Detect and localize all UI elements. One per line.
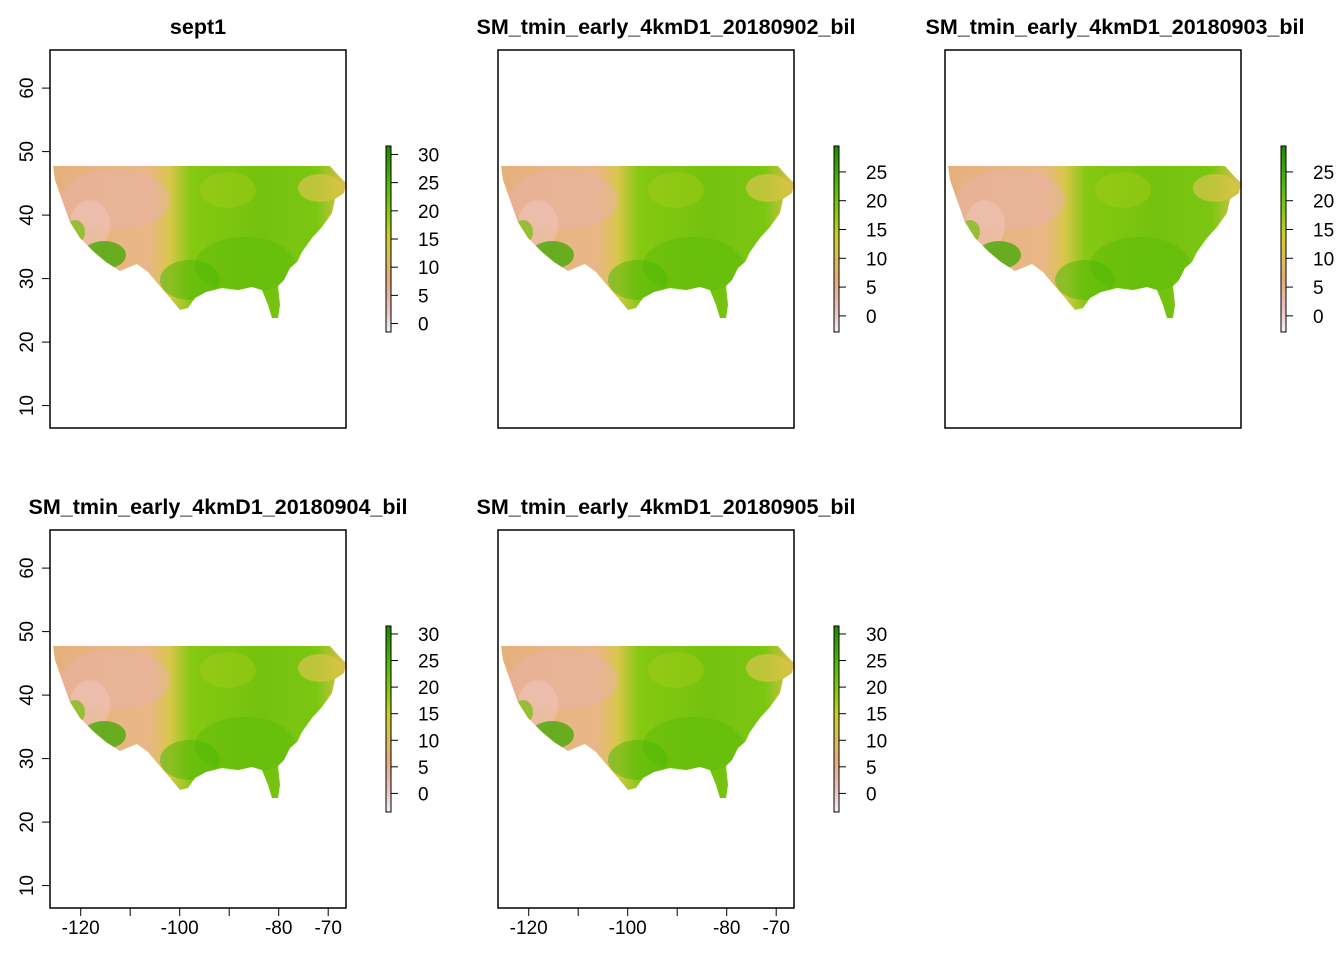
legend-tick-label: 25 bbox=[418, 652, 439, 673]
legend-tick-label: 30 bbox=[418, 625, 439, 646]
plot-frame bbox=[49, 529, 347, 909]
temperature-raster bbox=[501, 646, 794, 798]
legend-tick-label: 15 bbox=[418, 705, 439, 726]
temperature-raster bbox=[501, 166, 794, 318]
map-panel-p5: SM_tmin_early_4kmD1_20180905_bil 30 25 20 15… bbox=[477, 495, 888, 939]
x-tick-label: -100 bbox=[161, 918, 199, 939]
y-tick-label: 40 bbox=[17, 685, 38, 706]
legend-tick-label: 30 bbox=[418, 145, 439, 166]
legend-tick-label: 0 bbox=[866, 784, 877, 805]
legend-tick-label: 5 bbox=[1313, 278, 1324, 299]
y-tick-label: 20 bbox=[17, 332, 38, 353]
temperature-raster bbox=[53, 166, 346, 318]
panel-title: sept1 bbox=[170, 15, 226, 39]
legend-tick-label: 10 bbox=[418, 731, 439, 752]
legend-tick-label: 5 bbox=[866, 758, 877, 779]
temperature-raster bbox=[948, 166, 1241, 318]
legend-tick-label: 10 bbox=[866, 249, 887, 270]
legend-tick-label: 15 bbox=[866, 220, 887, 241]
plot-frame bbox=[497, 49, 795, 429]
legend-tick-label: 25 bbox=[1313, 163, 1334, 184]
legend-tick-label: 0 bbox=[866, 307, 877, 328]
legend-tick-label: 20 bbox=[1313, 192, 1334, 213]
legend-tick-label: 20 bbox=[418, 678, 439, 699]
legend-tick-label: 20 bbox=[866, 678, 887, 699]
x-tick-label: -120 bbox=[510, 918, 548, 939]
y-tick-label: 50 bbox=[17, 621, 38, 642]
legend-tick-label: 15 bbox=[866, 705, 887, 726]
legend-tick-label: 5 bbox=[418, 286, 429, 307]
legend-tick-label: 20 bbox=[418, 202, 439, 223]
legend-colorbar bbox=[1280, 145, 1287, 333]
legend-tick-label: 10 bbox=[866, 731, 887, 752]
x-tick-label: -80 bbox=[713, 918, 740, 939]
legend-colorbar bbox=[385, 145, 392, 333]
map-panel-p2: SM_tmin_early_4kmD1_20180902_bil 25 20 15 10… bbox=[477, 15, 887, 429]
legend-tick-label: 0 bbox=[418, 784, 429, 805]
plot-frame bbox=[497, 529, 795, 909]
x-tick-label: -70 bbox=[762, 918, 789, 939]
legend-tick-label: 15 bbox=[418, 230, 439, 251]
panel-title: SM_tmin_early_4kmD1_20180902_bil bbox=[477, 15, 856, 39]
legend-tick-label: 25 bbox=[418, 174, 439, 195]
map-panel-p3: SM_tmin_early_4kmD1_20180903_bil 25 20 15 10… bbox=[926, 15, 1334, 429]
y-tick-label: 20 bbox=[17, 812, 38, 833]
legend-colorbar bbox=[385, 625, 392, 813]
legend-tick-label: 25 bbox=[866, 652, 887, 673]
plot-frame bbox=[49, 49, 347, 429]
x-tick-label: -100 bbox=[609, 918, 647, 939]
plot-frame bbox=[944, 49, 1242, 429]
legend-tick-label: 10 bbox=[1313, 249, 1334, 270]
temperature-raster bbox=[53, 646, 346, 798]
x-tick-label: -70 bbox=[314, 918, 341, 939]
panel-title: SM_tmin_early_4kmD1_20180905_bil bbox=[477, 495, 856, 519]
legend-tick-label: 0 bbox=[418, 315, 429, 336]
panel-title: SM_tmin_early_4kmD1_20180903_bil bbox=[926, 15, 1305, 39]
x-tick-label: -80 bbox=[265, 918, 292, 939]
y-tick-label: 60 bbox=[17, 558, 38, 579]
legend-tick-label: 30 bbox=[866, 625, 887, 646]
y-tick-label: 50 bbox=[17, 141, 38, 162]
legend-colorbar bbox=[833, 625, 840, 813]
y-tick-label: 30 bbox=[17, 268, 38, 289]
legend-tick-label: 10 bbox=[418, 258, 439, 279]
legend-tick-label: 20 bbox=[866, 192, 887, 213]
y-tick-label: 30 bbox=[17, 748, 38, 769]
y-tick-label: 60 bbox=[17, 78, 38, 99]
legend-tick-label: 15 bbox=[1313, 220, 1334, 241]
legend-tick-label: 5 bbox=[418, 758, 429, 779]
legend-colorbar bbox=[833, 145, 840, 333]
legend-tick-label: 5 bbox=[866, 278, 877, 299]
y-tick-label: 40 bbox=[17, 205, 38, 226]
x-tick-label: -120 bbox=[62, 918, 100, 939]
y-tick-label: 10 bbox=[17, 395, 38, 416]
legend-tick-label: 25 bbox=[866, 163, 887, 184]
map-panel-p4: SM_tmin_early_4kmD1_20180904_bil 30 25 20 15… bbox=[17, 495, 439, 939]
legend-tick-label: 0 bbox=[1313, 307, 1324, 328]
panel-title: SM_tmin_early_4kmD1_20180904_bil bbox=[29, 495, 408, 519]
y-tick-label: 10 bbox=[17, 875, 38, 896]
